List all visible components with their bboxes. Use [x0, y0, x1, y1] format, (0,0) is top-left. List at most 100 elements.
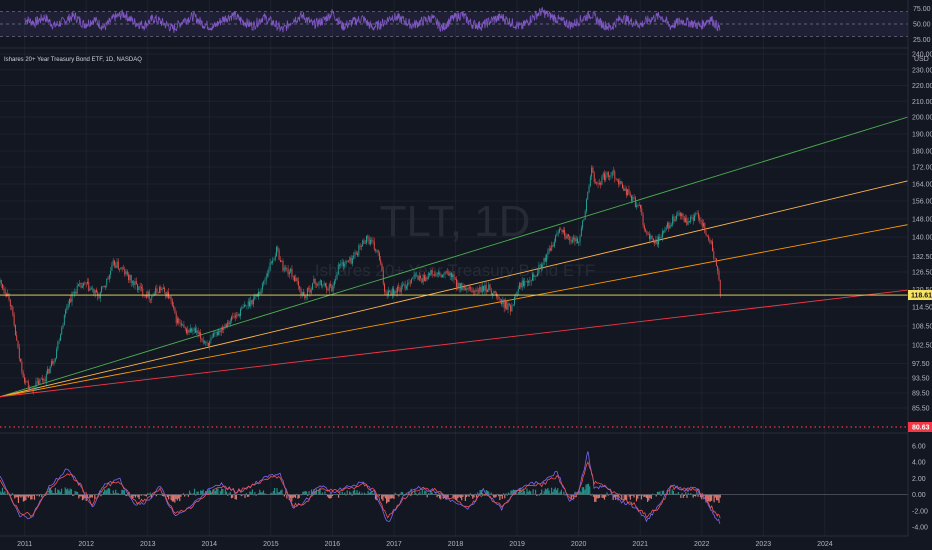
- candle[interactable]: [634, 195, 636, 208]
- candle[interactable]: [48, 368, 50, 375]
- candle[interactable]: [542, 262, 544, 271]
- candle[interactable]: [135, 277, 137, 285]
- candle[interactable]: [246, 305, 248, 310]
- candle[interactable]: [274, 252, 276, 262]
- candle[interactable]: [453, 270, 455, 284]
- candle[interactable]: [488, 281, 490, 293]
- price-axis-background[interactable]: [908, 0, 932, 536]
- candle[interactable]: [161, 287, 163, 293]
- candle[interactable]: [596, 181, 598, 186]
- candle[interactable]: [345, 259, 347, 268]
- candle[interactable]: [607, 171, 609, 180]
- candle[interactable]: [14, 324, 16, 336]
- candle[interactable]: [108, 274, 110, 283]
- candle[interactable]: [287, 265, 289, 277]
- candle[interactable]: [204, 339, 205, 345]
- candle[interactable]: [227, 319, 229, 329]
- candle[interactable]: [532, 271, 533, 282]
- candle[interactable]: [137, 283, 139, 293]
- candle[interactable]: [539, 263, 541, 268]
- candle[interactable]: [516, 291, 518, 297]
- candle[interactable]: [660, 234, 662, 239]
- candle[interactable]: [249, 297, 250, 308]
- candle[interactable]: [652, 238, 654, 244]
- candle[interactable]: [70, 295, 72, 304]
- candle[interactable]: [477, 288, 479, 295]
- candle[interactable]: [362, 239, 364, 247]
- candle[interactable]: [547, 248, 549, 259]
- candle[interactable]: [670, 222, 672, 227]
- candle[interactable]: [183, 321, 185, 328]
- candle[interactable]: [587, 191, 589, 201]
- candle[interactable]: [502, 296, 504, 308]
- candle[interactable]: [305, 294, 307, 301]
- candle[interactable]: [642, 212, 644, 229]
- candle[interactable]: [472, 287, 474, 296]
- candle[interactable]: [23, 373, 25, 385]
- candle[interactable]: [683, 215, 685, 223]
- candle[interactable]: [3, 285, 5, 294]
- candle[interactable]: [323, 280, 325, 287]
- candle[interactable]: [583, 218, 585, 222]
- candle[interactable]: [182, 323, 184, 326]
- candle[interactable]: [47, 365, 49, 375]
- candle[interactable]: [308, 286, 310, 293]
- candle[interactable]: [151, 295, 153, 304]
- candle[interactable]: [490, 287, 492, 295]
- candle[interactable]: [457, 279, 459, 291]
- candle[interactable]: [470, 285, 472, 293]
- candle[interactable]: [357, 251, 358, 258]
- candle[interactable]: [610, 172, 612, 180]
- candle[interactable]: [71, 290, 73, 306]
- candle[interactable]: [234, 312, 236, 322]
- candle[interactable]: [353, 251, 355, 260]
- candle[interactable]: [251, 299, 253, 306]
- candle[interactable]: [628, 185, 630, 196]
- candle[interactable]: [517, 285, 519, 296]
- candle[interactable]: [192, 327, 194, 336]
- candle[interactable]: [349, 256, 351, 264]
- candle[interactable]: [116, 258, 118, 269]
- candle[interactable]: [631, 194, 632, 204]
- candle[interactable]: [94, 289, 96, 298]
- candle[interactable]: [32, 386, 34, 395]
- candle[interactable]: [462, 282, 464, 292]
- candle[interactable]: [391, 286, 393, 299]
- candle[interactable]: [654, 239, 656, 247]
- candle[interactable]: [434, 271, 436, 278]
- candle[interactable]: [411, 277, 413, 285]
- candle[interactable]: [514, 294, 515, 307]
- candle[interactable]: [96, 287, 97, 294]
- candle[interactable]: [336, 271, 338, 281]
- candle[interactable]: [339, 263, 340, 270]
- candle[interactable]: [706, 235, 708, 237]
- candle[interactable]: [237, 312, 239, 318]
- candle[interactable]: [661, 228, 663, 242]
- candle[interactable]: [27, 379, 29, 392]
- candle[interactable]: [202, 336, 204, 345]
- rsi-panel[interactable]: [0, 7, 908, 37]
- candle[interactable]: [543, 257, 545, 266]
- candle[interactable]: [398, 282, 400, 292]
- candle[interactable]: [134, 277, 136, 290]
- candle[interactable]: [17, 340, 19, 349]
- candle[interactable]: [485, 281, 487, 296]
- candle[interactable]: [546, 253, 548, 266]
- candle[interactable]: [665, 224, 667, 231]
- candle[interactable]: [132, 280, 133, 287]
- candle[interactable]: [39, 378, 41, 385]
- candle[interactable]: [530, 279, 532, 286]
- candle[interactable]: [481, 282, 483, 295]
- candle[interactable]: [188, 328, 190, 336]
- candle[interactable]: [178, 317, 180, 326]
- candle[interactable]: [88, 278, 90, 292]
- candle[interactable]: [231, 315, 232, 324]
- candle[interactable]: [697, 210, 699, 222]
- candle[interactable]: [306, 287, 308, 300]
- candle[interactable]: [380, 256, 382, 265]
- candle[interactable]: [205, 340, 207, 346]
- candle[interactable]: [211, 333, 213, 339]
- candle[interactable]: [333, 279, 335, 289]
- candle[interactable]: [512, 304, 514, 306]
